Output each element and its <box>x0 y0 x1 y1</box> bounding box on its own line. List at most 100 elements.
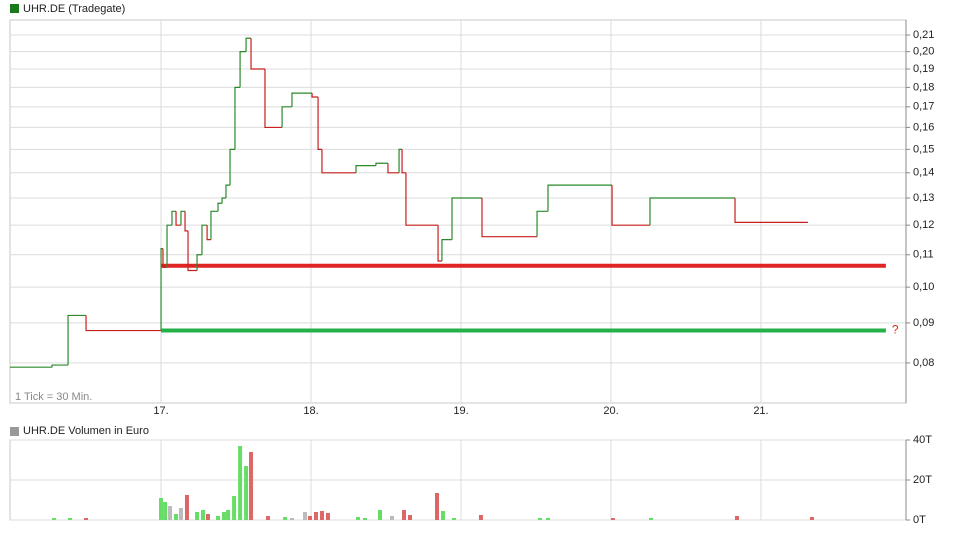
x-tick-label: 18. <box>303 405 318 417</box>
y-tick-label: 0,13 <box>913 192 934 204</box>
volume-bar <box>307 516 312 520</box>
price-step <box>441 239 453 261</box>
volume-bar <box>402 510 407 520</box>
price-step <box>405 172 439 226</box>
volume-bar <box>649 518 654 520</box>
volume-bar <box>226 510 231 520</box>
volume-bar <box>313 512 318 520</box>
price-step <box>162 248 168 268</box>
price-step <box>201 224 208 255</box>
price-step <box>398 148 403 173</box>
price-step <box>375 162 388 166</box>
y-tick-label: 0,20 <box>913 46 934 58</box>
price-step <box>547 184 613 212</box>
price-step <box>481 197 538 238</box>
price-step <box>217 202 223 212</box>
price-step <box>225 184 231 198</box>
price-step <box>311 93 319 98</box>
y-tick-label: 40T <box>913 434 932 446</box>
volume-bar <box>809 517 814 520</box>
price-step <box>321 149 357 174</box>
volume-bar <box>163 502 168 520</box>
volume-bar <box>378 510 383 520</box>
price-step <box>536 210 548 237</box>
y-tick-label: 0,15 <box>913 143 934 155</box>
x-tick-label: 21. <box>753 405 768 417</box>
volume-bar <box>249 452 254 520</box>
volume-bar <box>408 515 413 520</box>
y-tick-label: 0,16 <box>913 121 934 133</box>
volume-bar <box>159 498 164 520</box>
y-tick-label: 0,08 <box>913 357 934 369</box>
y-tick-label: 0,17 <box>913 101 934 113</box>
legend-swatch <box>10 427 19 436</box>
volume-title: UHR.DE Volumen in Euro <box>23 425 149 437</box>
volume-bar <box>178 508 183 520</box>
price-step <box>160 248 163 331</box>
price-step <box>649 197 736 226</box>
y-tick-label: 0,21 <box>913 29 934 41</box>
volume-bar <box>319 511 324 520</box>
price-step <box>187 230 198 272</box>
price-step <box>67 314 87 366</box>
price-step <box>734 197 808 223</box>
volume-bar <box>67 518 72 520</box>
price-step <box>175 211 181 226</box>
volume-bar <box>216 516 221 520</box>
volume-bar <box>289 518 294 520</box>
price-step <box>401 149 406 174</box>
y-tick-label: 0,19 <box>913 63 934 75</box>
y-tick-label: 0,11 <box>913 249 934 261</box>
chart-title: UHR.DE (Tradegate) <box>23 3 125 15</box>
price-step <box>245 37 252 52</box>
price-step <box>611 185 650 226</box>
y-tick-label: 0,10 <box>913 281 934 293</box>
price-step <box>196 254 202 271</box>
price-step <box>166 224 172 268</box>
y-tick-label: 0T <box>913 514 926 526</box>
volume-bar <box>52 518 57 520</box>
volume-bar <box>451 518 456 520</box>
price-step <box>451 197 482 240</box>
price-step <box>355 164 376 173</box>
volume-bar <box>195 512 200 520</box>
volume-bar <box>303 512 308 520</box>
price-step <box>317 96 322 150</box>
y-tick-label: 0,09 <box>913 317 934 329</box>
price-step <box>180 210 186 226</box>
volume-bar <box>174 514 179 520</box>
volume-bar <box>545 518 550 520</box>
x-tick-label: 17. <box>153 405 168 417</box>
volume-bar <box>610 518 615 520</box>
price-step <box>206 225 211 241</box>
volume-bar <box>478 515 483 520</box>
price-step <box>234 86 241 150</box>
price-step <box>387 163 400 174</box>
plot-frame <box>9 19 907 404</box>
price-step <box>281 106 292 128</box>
volume-bar <box>283 517 288 520</box>
x-tick-label: 19. <box>453 405 468 417</box>
volume-bar <box>184 495 189 520</box>
volume-bar <box>232 496 237 520</box>
price-step <box>229 148 235 186</box>
volume-bar <box>325 513 330 520</box>
volume-bar <box>441 511 446 520</box>
volume-bar <box>355 517 360 520</box>
price-step <box>250 38 265 70</box>
price-step <box>184 211 189 232</box>
price-step <box>210 210 219 240</box>
volume-bar <box>238 446 243 520</box>
volume-bar <box>538 518 543 520</box>
volume-bar <box>363 518 368 520</box>
volume-bar <box>265 516 270 520</box>
price-step <box>221 197 226 204</box>
volume-bar <box>201 510 206 520</box>
legend-swatch <box>10 4 19 13</box>
price-step <box>85 315 162 332</box>
volume-bar <box>734 516 739 520</box>
y-tick-label: 0,14 <box>913 167 934 179</box>
volume-bar <box>244 466 249 520</box>
volume-bar <box>168 506 173 520</box>
